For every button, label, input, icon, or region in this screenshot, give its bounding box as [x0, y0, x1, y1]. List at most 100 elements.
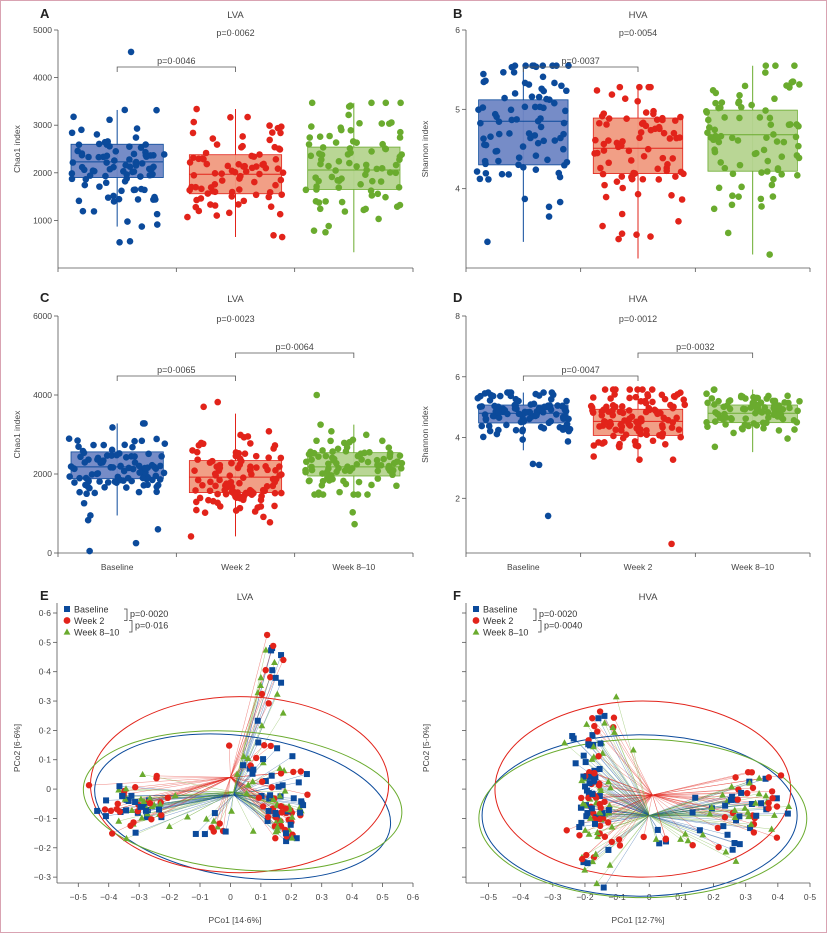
data-point — [111, 478, 119, 485]
data-point — [132, 162, 140, 169]
spider-line — [649, 813, 788, 816]
data-point — [527, 134, 534, 142]
data-point — [505, 171, 513, 178]
data-point — [216, 464, 224, 472]
data-point — [277, 176, 285, 184]
outlier-point — [116, 238, 123, 246]
data-point — [306, 134, 314, 141]
week8-10-marker — [249, 827, 257, 834]
data-point — [325, 162, 332, 170]
data-point — [325, 222, 332, 230]
data-point — [216, 476, 223, 484]
data-point — [357, 450, 365, 458]
spider-line — [149, 791, 234, 799]
data-point — [742, 415, 750, 422]
data-point — [520, 164, 527, 171]
data-point — [112, 148, 120, 155]
data-point — [560, 119, 568, 127]
baseline-marker — [297, 809, 304, 816]
data-point — [487, 133, 494, 141]
data-point — [121, 441, 129, 449]
data-point — [153, 435, 160, 443]
week2-marker — [210, 828, 217, 835]
data-point — [614, 143, 622, 151]
data-point — [677, 168, 685, 176]
baseline-marker — [268, 772, 275, 779]
data-point — [256, 151, 263, 158]
data-point — [736, 114, 743, 122]
week2-marker — [773, 834, 781, 841]
data-point — [65, 435, 73, 442]
data-point — [80, 499, 88, 507]
data-point — [626, 415, 633, 423]
data-point — [598, 112, 606, 120]
data-point — [104, 479, 112, 486]
spider-line — [230, 703, 269, 778]
outlier-point — [529, 460, 537, 468]
data-point — [310, 227, 318, 234]
spider-line — [649, 797, 696, 816]
data-point — [341, 208, 349, 215]
data-point — [675, 426, 683, 433]
data-point — [70, 113, 77, 121]
data-point — [551, 79, 558, 87]
data-point — [265, 428, 273, 435]
week8-10-marker — [228, 807, 235, 814]
data-point — [302, 466, 309, 474]
data-point — [88, 471, 96, 478]
baseline-marker — [747, 825, 754, 832]
week2-marker — [563, 827, 570, 834]
data-point — [270, 231, 277, 239]
series-baseline — [474, 389, 574, 520]
week2-marker — [107, 807, 115, 815]
data-point — [611, 391, 618, 398]
data-point — [765, 414, 772, 421]
baseline-marker — [580, 859, 587, 866]
baseline-marker — [250, 766, 257, 773]
data-point — [133, 125, 141, 132]
data-point — [266, 122, 273, 129]
data-point — [717, 104, 724, 112]
spider-line — [597, 731, 653, 796]
data-point — [762, 62, 770, 69]
week8-10-marker — [122, 785, 130, 792]
week2-marker — [277, 770, 285, 777]
data-point — [153, 221, 161, 228]
y-tick-label: 4000 — [33, 390, 52, 400]
baseline-marker — [738, 789, 745, 796]
data-point — [671, 117, 679, 124]
week8-10-marker — [257, 681, 264, 688]
data-point — [368, 481, 375, 489]
data-point — [728, 201, 736, 209]
week2-marker — [258, 690, 266, 698]
data-point — [534, 139, 542, 147]
spider-line — [233, 762, 264, 793]
data-point — [318, 482, 326, 489]
week2-marker — [264, 813, 272, 821]
data-point — [711, 401, 718, 408]
week8-10-marker — [581, 826, 589, 833]
week8-10-marker — [581, 866, 589, 873]
data-point — [491, 402, 498, 410]
spider-line — [230, 777, 260, 798]
data-point — [640, 152, 648, 160]
data-point — [265, 193, 273, 201]
data-point — [535, 405, 543, 412]
data-point — [226, 472, 234, 480]
data-point — [319, 144, 327, 151]
data-point — [241, 450, 249, 458]
week8-10-marker — [706, 810, 714, 817]
p-value-label: p=0·0046 — [157, 56, 195, 66]
data-point — [316, 150, 323, 158]
data-point — [769, 193, 777, 200]
data-point — [661, 440, 669, 448]
baseline-marker — [282, 830, 289, 837]
spider-line — [649, 792, 742, 816]
x-tick-label: 0 — [228, 892, 233, 902]
data-point — [158, 452, 165, 460]
data-point — [547, 395, 555, 403]
data-point — [311, 491, 318, 498]
data-point — [108, 446, 116, 454]
week8-10-marker — [722, 848, 730, 855]
week8-10-marker — [244, 754, 252, 761]
